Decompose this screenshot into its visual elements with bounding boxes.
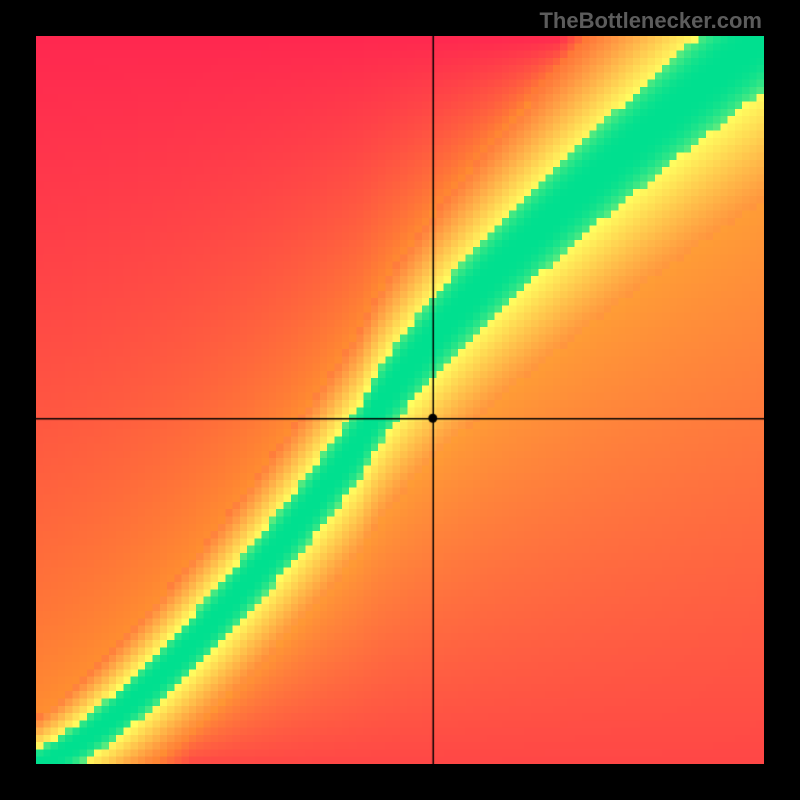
bottleneck-heatmap <box>36 36 764 764</box>
watermark-text: TheBottlenecker.com <box>539 8 762 34</box>
chart-container: TheBottlenecker.com <box>0 0 800 800</box>
